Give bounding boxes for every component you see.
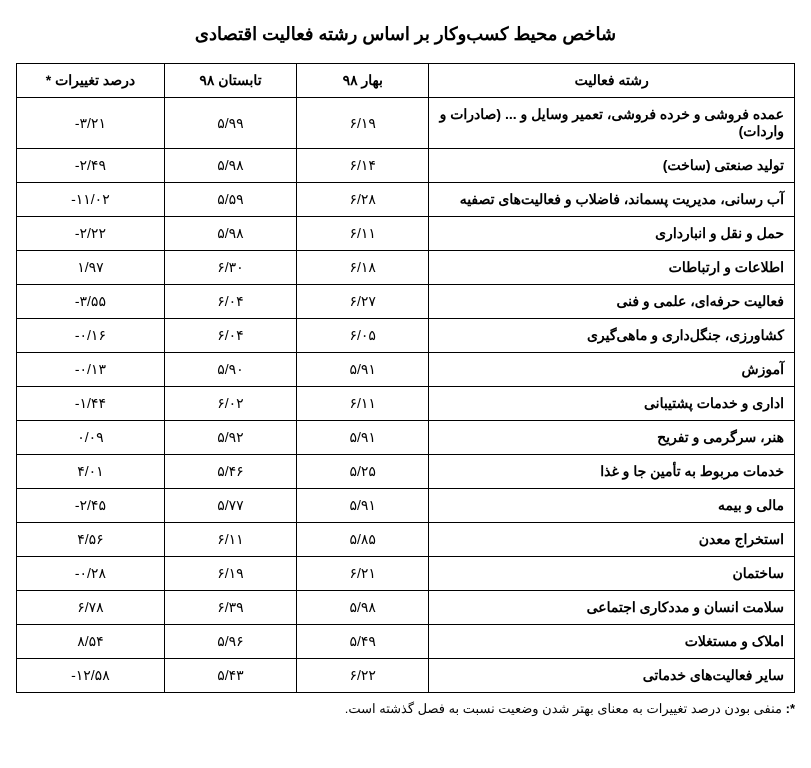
cell-pct-change: ۱/۹۷ bbox=[17, 251, 165, 285]
cell-spring98: ۵/۸۵ bbox=[297, 523, 429, 557]
cell-summer98: ۶/۰۴ bbox=[164, 285, 296, 319]
table-row: اطلاعات و ارتباطات۶/۱۸۶/۳۰۱/۹۷ bbox=[17, 251, 795, 285]
cell-pct-change: ۴/۵۶ bbox=[17, 523, 165, 557]
cell-pct-change: -۱/۴۴ bbox=[17, 387, 165, 421]
cell-spring98: ۵/۹۸ bbox=[297, 591, 429, 625]
col-pct-change: درصد تغییرات * bbox=[17, 64, 165, 98]
cell-pct-change: ۸/۵۴ bbox=[17, 625, 165, 659]
cell-spring98: ۶/۲۷ bbox=[297, 285, 429, 319]
table-header-row: رشته فعالیت بهار ۹۸ تابستان ۹۸ درصد تغیی… bbox=[17, 64, 795, 98]
cell-summer98: ۵/۹۶ bbox=[164, 625, 296, 659]
cell-spring98: ۶/۱۱ bbox=[297, 217, 429, 251]
cell-spring98: ۶/۱۹ bbox=[297, 98, 429, 149]
cell-summer98: ۶/۰۲ bbox=[164, 387, 296, 421]
footnote-marker: *: bbox=[786, 701, 795, 716]
cell-spring98: ۶/۲۲ bbox=[297, 659, 429, 693]
table-row: خدمات مربوط به تأمین جا و غذا۵/۲۵۵/۴۶۴/۰… bbox=[17, 455, 795, 489]
cell-pct-change: -۳/۵۵ bbox=[17, 285, 165, 319]
cell-activity: حمل و نقل و انبارداری bbox=[429, 217, 795, 251]
cell-pct-change: -۱۲/۵۸ bbox=[17, 659, 165, 693]
cell-summer98: ۵/۹۸ bbox=[164, 149, 296, 183]
cell-pct-change: -۰/۱۶ bbox=[17, 319, 165, 353]
col-summer98: تابستان ۹۸ bbox=[164, 64, 296, 98]
col-activity: رشته فعالیت bbox=[429, 64, 795, 98]
cell-pct-change: -۳/۲۱ bbox=[17, 98, 165, 149]
cell-pct-change: ۶/۷۸ bbox=[17, 591, 165, 625]
table-row: املاک و مستغلات۵/۴۹۵/۹۶۸/۵۴ bbox=[17, 625, 795, 659]
table-row: عمده فروشی و خرده فروشی، تعمیر وسایل و .… bbox=[17, 98, 795, 149]
table-title: شاخص محیط کسب‌وکار بر اساس رشته فعالیت ا… bbox=[16, 24, 795, 45]
cell-activity: سایر فعالیت‌های خدماتی bbox=[429, 659, 795, 693]
cell-pct-change: -۰/۲۸ bbox=[17, 557, 165, 591]
cell-pct-change: -۱۱/۰۲ bbox=[17, 183, 165, 217]
cell-spring98: ۵/۹۱ bbox=[297, 421, 429, 455]
cell-pct-change: -۲/۲۲ bbox=[17, 217, 165, 251]
table-row: هنر، سرگرمی و تفریح۵/۹۱۵/۹۲۰/۰۹ bbox=[17, 421, 795, 455]
cell-spring98: ۵/۹۱ bbox=[297, 489, 429, 523]
cell-summer98: ۵/۹۹ bbox=[164, 98, 296, 149]
cell-spring98: ۵/۴۹ bbox=[297, 625, 429, 659]
cell-activity: املاک و مستغلات bbox=[429, 625, 795, 659]
cell-activity: کشاورزی، جنگل‌داری و ماهی‌گیری bbox=[429, 319, 795, 353]
cell-activity: فعالیت حرفه‌ای، علمی و فنی bbox=[429, 285, 795, 319]
cell-summer98: ۵/۹۰ bbox=[164, 353, 296, 387]
cell-pct-change: ۰/۰۹ bbox=[17, 421, 165, 455]
cell-summer98: ۵/۹۸ bbox=[164, 217, 296, 251]
table-row: حمل و نقل و انبارداری۶/۱۱۵/۹۸-۲/۲۲ bbox=[17, 217, 795, 251]
cell-summer98: ۶/۳۹ bbox=[164, 591, 296, 625]
cell-summer98: ۵/۴۳ bbox=[164, 659, 296, 693]
cell-pct-change: -۰/۱۳ bbox=[17, 353, 165, 387]
table-row: آموزش۵/۹۱۵/۹۰-۰/۱۳ bbox=[17, 353, 795, 387]
cell-activity: ساختمان bbox=[429, 557, 795, 591]
footnote: *: منفی بودن درصد تغییرات به معنای بهتر … bbox=[16, 701, 795, 717]
cell-pct-change: ۴/۰۱ bbox=[17, 455, 165, 489]
cell-summer98: ۶/۳۰ bbox=[164, 251, 296, 285]
cell-activity: اطلاعات و ارتباطات bbox=[429, 251, 795, 285]
cell-activity: سلامت انسان و مددکاری اجتماعی bbox=[429, 591, 795, 625]
cell-pct-change: -۲/۴۵ bbox=[17, 489, 165, 523]
cell-summer98: ۵/۹۲ bbox=[164, 421, 296, 455]
col-spring98: بهار ۹۸ bbox=[297, 64, 429, 98]
cell-summer98: ۵/۷۷ bbox=[164, 489, 296, 523]
cell-summer98: ۶/۱۹ bbox=[164, 557, 296, 591]
cell-summer98: ۵/۴۶ bbox=[164, 455, 296, 489]
table-row: استخراج معدن۵/۸۵۶/۱۱۴/۵۶ bbox=[17, 523, 795, 557]
table-row: اداری و خدمات پشتیبانی۶/۱۱۶/۰۲-۱/۴۴ bbox=[17, 387, 795, 421]
table-row: سلامت انسان و مددکاری اجتماعی۵/۹۸۶/۳۹۶/۷… bbox=[17, 591, 795, 625]
cell-activity: اداری و خدمات پشتیبانی bbox=[429, 387, 795, 421]
cell-spring98: ۶/۱۱ bbox=[297, 387, 429, 421]
cell-activity: استخراج معدن bbox=[429, 523, 795, 557]
cell-summer98: ۵/۵۹ bbox=[164, 183, 296, 217]
cell-spring98: ۶/۰۵ bbox=[297, 319, 429, 353]
cell-activity: آب رسانی، مدیریت پسماند، فاضلاب و فعالیت… bbox=[429, 183, 795, 217]
cell-activity: خدمات مربوط به تأمین جا و غذا bbox=[429, 455, 795, 489]
cell-spring98: ۶/۱۸ bbox=[297, 251, 429, 285]
table-row: کشاورزی، جنگل‌داری و ماهی‌گیری۶/۰۵۶/۰۴-۰… bbox=[17, 319, 795, 353]
cell-summer98: ۶/۰۴ bbox=[164, 319, 296, 353]
cell-summer98: ۶/۱۱ bbox=[164, 523, 296, 557]
cell-activity: مالی و بیمه bbox=[429, 489, 795, 523]
table-row: فعالیت حرفه‌ای، علمی و فنی۶/۲۷۶/۰۴-۳/۵۵ bbox=[17, 285, 795, 319]
cell-spring98: ۵/۲۵ bbox=[297, 455, 429, 489]
cell-spring98: ۵/۹۱ bbox=[297, 353, 429, 387]
cell-pct-change: -۲/۴۹ bbox=[17, 149, 165, 183]
cell-activity: آموزش bbox=[429, 353, 795, 387]
table-row: سایر فعالیت‌های خدماتی۶/۲۲۵/۴۳-۱۲/۵۸ bbox=[17, 659, 795, 693]
cell-spring98: ۶/۲۱ bbox=[297, 557, 429, 591]
cell-activity: هنر، سرگرمی و تفریح bbox=[429, 421, 795, 455]
cell-activity: عمده فروشی و خرده فروشی، تعمیر وسایل و .… bbox=[429, 98, 795, 149]
table-row: تولید صنعتی (ساخت)۶/۱۴۵/۹۸-۲/۴۹ bbox=[17, 149, 795, 183]
cell-spring98: ۶/۱۴ bbox=[297, 149, 429, 183]
table-row: مالی و بیمه۵/۹۱۵/۷۷-۲/۴۵ bbox=[17, 489, 795, 523]
footnote-text: منفی بودن درصد تغییرات به معنای بهتر شدن… bbox=[345, 701, 782, 716]
table-row: ساختمان۶/۲۱۶/۱۹-۰/۲۸ bbox=[17, 557, 795, 591]
business-index-table: رشته فعالیت بهار ۹۸ تابستان ۹۸ درصد تغیی… bbox=[16, 63, 795, 693]
table-row: آب رسانی، مدیریت پسماند، فاضلاب و فعالیت… bbox=[17, 183, 795, 217]
cell-activity: تولید صنعتی (ساخت) bbox=[429, 149, 795, 183]
cell-spring98: ۶/۲۸ bbox=[297, 183, 429, 217]
